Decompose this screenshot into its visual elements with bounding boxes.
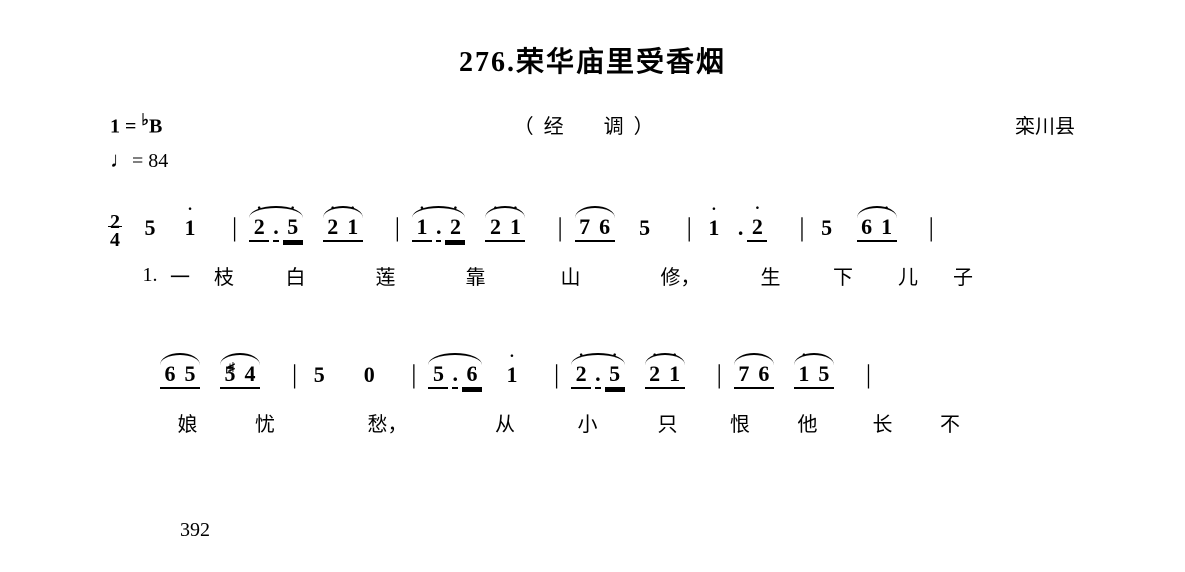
- lyric: 子: [933, 261, 993, 290]
- note: 2: [249, 214, 269, 242]
- barline: |: [799, 213, 804, 243]
- lyric: 一: [165, 261, 195, 290]
- dot: .: [273, 214, 279, 242]
- eq: =: [125, 116, 136, 138]
- lyric: 枝: [195, 261, 253, 290]
- note: 6: [595, 214, 615, 242]
- lyric: 生: [738, 261, 803, 290]
- subtitle: （经 调）: [514, 110, 664, 139]
- tonic: 1: [110, 116, 120, 138]
- note: 1: [704, 215, 724, 241]
- barline: |: [866, 360, 871, 390]
- tempo-eq: =: [132, 150, 143, 172]
- note: 5: [309, 362, 329, 388]
- barline: |: [232, 213, 237, 243]
- lyric: 下: [803, 261, 883, 290]
- note: 7: [575, 214, 595, 242]
- lyric: 他: [770, 408, 845, 437]
- barline: |: [554, 360, 559, 390]
- tempo-bpm: 84: [148, 150, 168, 172]
- barline: |: [411, 360, 416, 390]
- ts-denom: 4: [110, 231, 120, 249]
- barline: |: [557, 213, 562, 243]
- lyric: 忧: [215, 408, 315, 437]
- note: 6: [754, 361, 774, 389]
- note: 1: [794, 361, 814, 389]
- note: 2: [747, 214, 767, 242]
- note: 1: [505, 214, 525, 242]
- note: 1: [665, 361, 685, 389]
- dot: .: [436, 214, 442, 242]
- note: 6: [857, 214, 877, 242]
- lyric: 愁，: [315, 408, 460, 437]
- time-signature: 2 4: [110, 203, 120, 249]
- note: 1: [343, 214, 363, 242]
- lyric: 不: [920, 408, 980, 437]
- barline: |: [395, 213, 400, 243]
- verse-number: 1.: [140, 264, 160, 287]
- lyrics-row-2: 娘 忧 愁， 从 小 只 恨 他 长 不: [160, 408, 1105, 437]
- note: 2: [645, 361, 665, 389]
- score-title: 276.荣华庙里受香烟: [80, 40, 1105, 80]
- lyric: 靠: [433, 261, 518, 290]
- key-signature: 1 = ♭B: [110, 110, 162, 139]
- dot: .: [738, 215, 744, 241]
- note: 6: [160, 361, 180, 389]
- flat-sign: ♭: [141, 112, 149, 129]
- tempo: ♩= 84: [80, 147, 1105, 173]
- note: 5: [635, 215, 655, 241]
- notes-row-1: 5 1 | 2 . 5 2 1 | 1 . 2: [140, 203, 1105, 253]
- note: 5: [140, 215, 160, 241]
- dot: .: [595, 361, 601, 389]
- note: 2: [571, 361, 591, 389]
- key-letter: B: [149, 116, 162, 138]
- lyric: 从: [460, 408, 550, 437]
- lyric: 小: [550, 408, 625, 437]
- page-number: 392: [180, 519, 210, 542]
- note: 5: [180, 361, 200, 389]
- quarter-note-icon: ♩: [110, 147, 132, 172]
- origin: 栾川县: [1015, 110, 1075, 139]
- lyric: 恨: [710, 408, 770, 437]
- note: 0: [359, 362, 379, 388]
- lyric: 莲: [338, 261, 433, 290]
- note: 5: [814, 361, 834, 389]
- barline: |: [687, 213, 692, 243]
- note: 1: [180, 215, 200, 241]
- notes-row-2: 6 5 5 4 | 5 0 | 5 . 6 1 |: [160, 350, 1105, 400]
- note: 7: [734, 361, 754, 389]
- note: 2: [485, 214, 505, 242]
- lyric: 只: [625, 408, 710, 437]
- note: 5: [283, 214, 303, 242]
- lyric: 儿: [883, 261, 933, 290]
- note: 5: [605, 361, 625, 389]
- note: 1: [412, 214, 432, 242]
- note: 5: [817, 215, 837, 241]
- note: 5: [428, 361, 448, 389]
- note: 1: [877, 214, 897, 242]
- music-line-2: 6 5 5 4 | 5 0 | 5 . 6 1 |: [80, 350, 1105, 437]
- lyric: 娘: [160, 408, 215, 437]
- note: 2: [445, 214, 465, 242]
- barline: |: [292, 360, 297, 390]
- note: 2: [323, 214, 343, 242]
- meta-row: 1 = ♭B （经 调） 栾川县: [80, 110, 1105, 139]
- lyric: 山: [518, 261, 623, 290]
- note: 1: [502, 362, 522, 388]
- note: 4: [240, 361, 260, 389]
- lyric: 白: [253, 261, 338, 290]
- note: 6: [462, 361, 482, 389]
- lyric: 长: [845, 408, 920, 437]
- music-line-1: 2 4 5 1 | 2 . 5 2 1 | 1: [80, 203, 1105, 290]
- dot: .: [452, 361, 458, 389]
- barline: |: [929, 213, 934, 243]
- lyrics-row-1: 1. 一 枝 白 莲 靠 山 修， 生 下 儿 子: [140, 261, 1105, 290]
- barline: |: [717, 360, 722, 390]
- lyric: 修，: [623, 261, 738, 290]
